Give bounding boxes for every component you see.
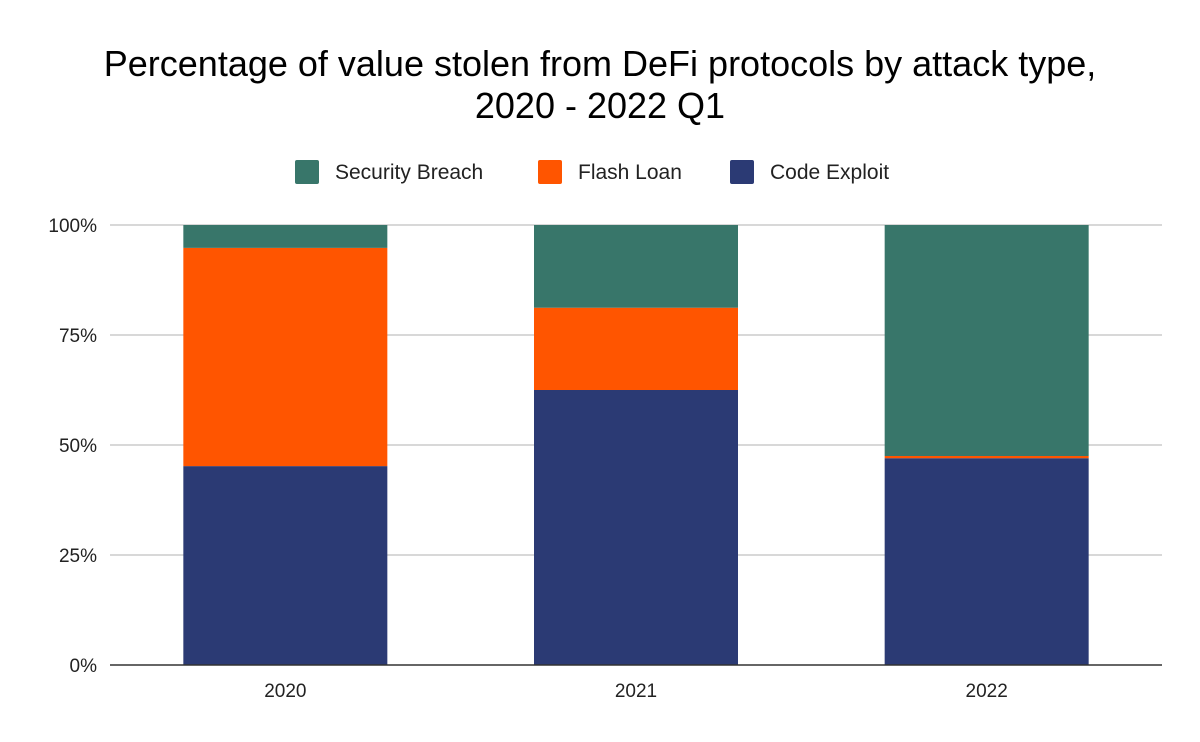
legend-label: Code Exploit (770, 161, 889, 184)
bar-stack-2021 (534, 225, 738, 665)
legend: Security Breach Flash Loan Code Exploit (295, 160, 889, 184)
chart-title-line-1: Percentage of value stolen from DeFi pro… (104, 43, 1097, 84)
bar-security-breach-2022 (884, 225, 1089, 456)
y-axis-ticks: 0% 25% 50% 75% 100% (48, 216, 97, 677)
bar-flash-loan-2021 (534, 307, 738, 390)
bar-code-exploit-2020 (183, 466, 388, 665)
bar-code-exploit-2021 (534, 390, 738, 665)
x-axis-ticks: 2020 2021 2022 (264, 681, 1008, 702)
x-tick-label: 2021 (615, 681, 657, 702)
y-tick-label: 50% (59, 436, 97, 457)
legend-label: Flash Loan (578, 161, 682, 184)
bar-security-breach-2020 (183, 225, 388, 248)
x-tick-label: 2022 (966, 681, 1008, 702)
y-tick-label: 75% (59, 326, 97, 347)
bar-stack-2020 (183, 225, 388, 665)
bar-stack-2022 (884, 225, 1089, 665)
legend-swatch (295, 160, 319, 184)
bar-security-breach-2021 (534, 225, 738, 308)
bar-flash-loan-2020 (183, 247, 388, 467)
x-tick-label: 2020 (264, 681, 306, 702)
bar-flash-loan-2022 (884, 456, 1089, 459)
legend-label: Security Breach (335, 161, 483, 184)
bar-code-exploit-2022 (884, 458, 1089, 665)
bars (183, 225, 1089, 665)
y-tick-label: 0% (70, 656, 98, 677)
legend-swatch (538, 160, 562, 184)
y-tick-label: 100% (48, 216, 97, 237)
chart-title-line-2: 2020 - 2022 Q1 (475, 85, 725, 126)
y-tick-label: 25% (59, 546, 97, 567)
legend-swatch (730, 160, 754, 184)
